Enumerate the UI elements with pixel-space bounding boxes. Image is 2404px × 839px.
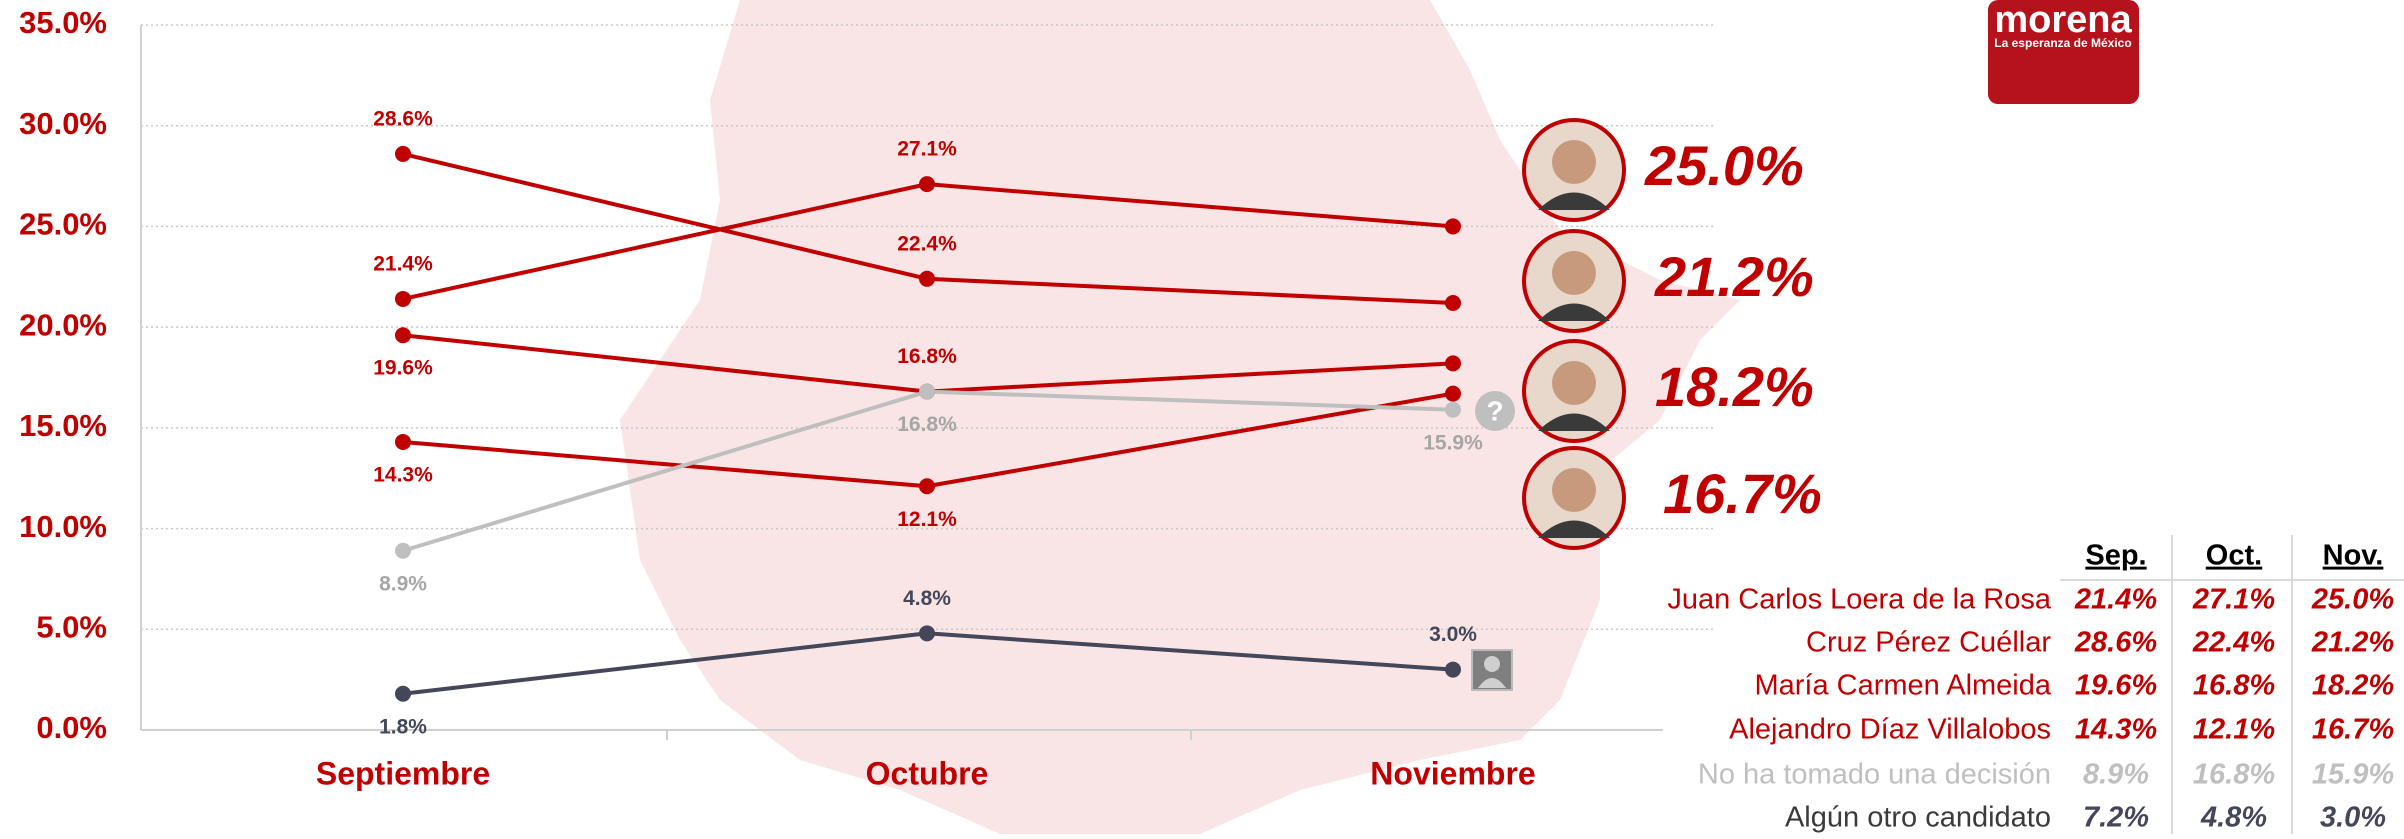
data-point	[395, 686, 411, 702]
table-cell: 7.2%	[2083, 802, 2149, 834]
data-point	[395, 327, 411, 343]
data-point	[1445, 355, 1461, 371]
table-row-name: María Carmen Almeida	[1754, 670, 2051, 702]
data-point	[919, 625, 935, 641]
y-tick-label: 25.0%	[19, 207, 107, 242]
table-cell: 16.8%	[2193, 670, 2275, 702]
table-cell: 4.8%	[2200, 802, 2267, 834]
photo-head	[1552, 468, 1596, 512]
value-label: 4.8%	[903, 587, 951, 610]
table-cell: 18.2%	[2312, 670, 2394, 702]
data-point	[919, 478, 935, 494]
value-label: 16.8%	[897, 345, 957, 368]
y-tick-label: 30.0%	[19, 106, 107, 141]
callout-label: 18.2%	[1655, 355, 1814, 418]
value-label: 1.8%	[379, 715, 427, 738]
data-point	[1445, 218, 1461, 234]
table-cell: 22.4%	[2192, 627, 2275, 659]
data-point	[395, 146, 411, 162]
x-tick-label: Septiembre	[316, 755, 490, 791]
table-header: Oct.	[2206, 540, 2262, 572]
photo-head	[1552, 140, 1596, 184]
data-point	[1445, 295, 1461, 311]
table-cell: 27.1%	[2192, 584, 2275, 616]
value-label: 28.6%	[373, 107, 433, 130]
table-cell: 12.1%	[2193, 714, 2275, 746]
value-label: 8.9%	[379, 572, 427, 595]
table-cell: 16.7%	[2312, 714, 2394, 746]
table-row-name: No ha tomado una decisión	[1698, 759, 2051, 791]
table-cell: 28.6%	[2074, 627, 2157, 659]
callout-label: 21.2%	[1654, 245, 1814, 308]
value-label: 3.0%	[1429, 623, 1477, 646]
table-cell: 19.6%	[2075, 670, 2157, 702]
person-head	[1484, 656, 1500, 672]
table-header: Sep.	[2085, 540, 2146, 572]
question-mark: ?	[1486, 395, 1503, 426]
value-label: 16.8%	[897, 413, 957, 436]
data-point	[395, 434, 411, 450]
data-point	[395, 291, 411, 307]
callout-label: 25.0%	[1644, 134, 1804, 197]
table-cell: 25.0%	[2311, 584, 2394, 616]
y-tick-label: 15.0%	[19, 408, 107, 443]
y-tick-label: 35.0%	[19, 5, 107, 40]
photo-head	[1552, 251, 1596, 295]
table-cell: 16.8%	[2193, 759, 2275, 791]
table-cell: 21.4%	[2074, 584, 2157, 616]
data-point	[395, 543, 411, 559]
y-tick-label: 20.0%	[19, 307, 107, 342]
data-point	[1445, 386, 1461, 402]
table-cell: 14.3%	[2075, 714, 2157, 746]
logo-tagline: La esperanza de México	[1994, 36, 2131, 50]
data-point	[919, 176, 935, 192]
table-cell: 21.2%	[2311, 627, 2394, 659]
table-cell: 15.9%	[2312, 759, 2394, 791]
table-header: Nov.	[2323, 540, 2384, 572]
y-tick-label: 0.0%	[36, 710, 107, 745]
data-point	[919, 271, 935, 287]
x-tick-label: Noviembre	[1370, 755, 1535, 791]
table-row-name: Alejandro Díaz Villalobos	[1729, 714, 2051, 746]
y-tick-label: 10.0%	[19, 509, 107, 544]
photo-head	[1552, 361, 1596, 405]
value-label: 14.3%	[373, 464, 433, 487]
value-label: 12.1%	[897, 508, 957, 531]
table-row-name: Cruz Pérez Cuéllar	[1806, 627, 2051, 659]
callout-label: 16.7%	[1663, 462, 1822, 525]
data-point	[919, 384, 935, 400]
y-tick-label: 5.0%	[36, 609, 107, 644]
table-cell: 8.9%	[2083, 759, 2149, 791]
value-label: 15.9%	[1423, 431, 1483, 454]
table-row-name: Juan Carlos Loera de la Rosa	[1667, 584, 2052, 616]
value-label: 22.4%	[897, 232, 957, 255]
logo-name: morena	[1994, 0, 2132, 41]
value-label: 19.6%	[373, 357, 433, 380]
data-point	[1445, 402, 1461, 418]
table-row-name: Algún otro candidato	[1785, 802, 2051, 834]
value-label: 27.1%	[897, 138, 957, 161]
value-label: 21.4%	[373, 252, 433, 275]
table-cell: 3.0%	[2320, 802, 2386, 834]
x-tick-label: Octubre	[866, 755, 989, 791]
chart: morena La esperanza de México 0.0% 5.0% 10…	[0, 0, 2404, 834]
data-point	[1445, 662, 1461, 678]
